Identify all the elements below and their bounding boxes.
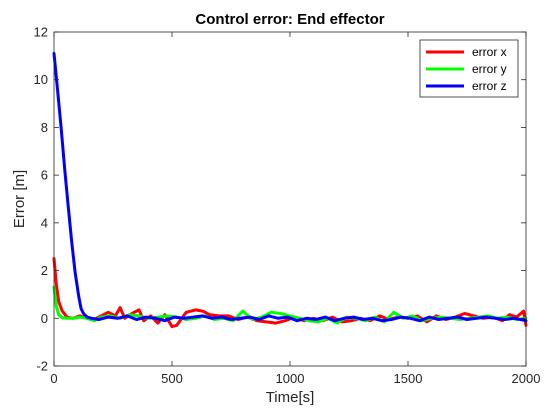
y-tick-label: 4 xyxy=(41,215,48,230)
y-tick-label: 12 xyxy=(34,25,48,40)
y-tick-label: 8 xyxy=(41,120,48,135)
chart-title: Control error: End effector xyxy=(195,11,384,28)
legend-label: error z xyxy=(472,79,507,93)
series-line-error-y xyxy=(52,285,528,325)
legend: error x error y error z xyxy=(419,39,519,98)
x-tick-label: 2000 xyxy=(512,371,541,386)
series-line-error-z xyxy=(52,52,528,323)
y-tick-label: 2 xyxy=(41,263,48,278)
x-tick-label: 1000 xyxy=(276,371,305,386)
y-tick-label: -2 xyxy=(36,359,48,374)
x-tick-label: 0 xyxy=(50,371,57,386)
x-tick-label: 500 xyxy=(161,371,183,386)
legend-label: error x xyxy=(472,45,507,59)
y-tick-label: 10 xyxy=(34,72,48,87)
series-layer xyxy=(52,52,528,329)
y-tick-label: 6 xyxy=(41,168,48,183)
x-tick-label: 1500 xyxy=(394,371,423,386)
y-tick-label: 0 xyxy=(41,311,48,326)
x-axis-title: Time[s] xyxy=(266,389,315,406)
legend-label: error y xyxy=(472,62,507,76)
y-axis-title: Error [m] xyxy=(11,170,28,228)
